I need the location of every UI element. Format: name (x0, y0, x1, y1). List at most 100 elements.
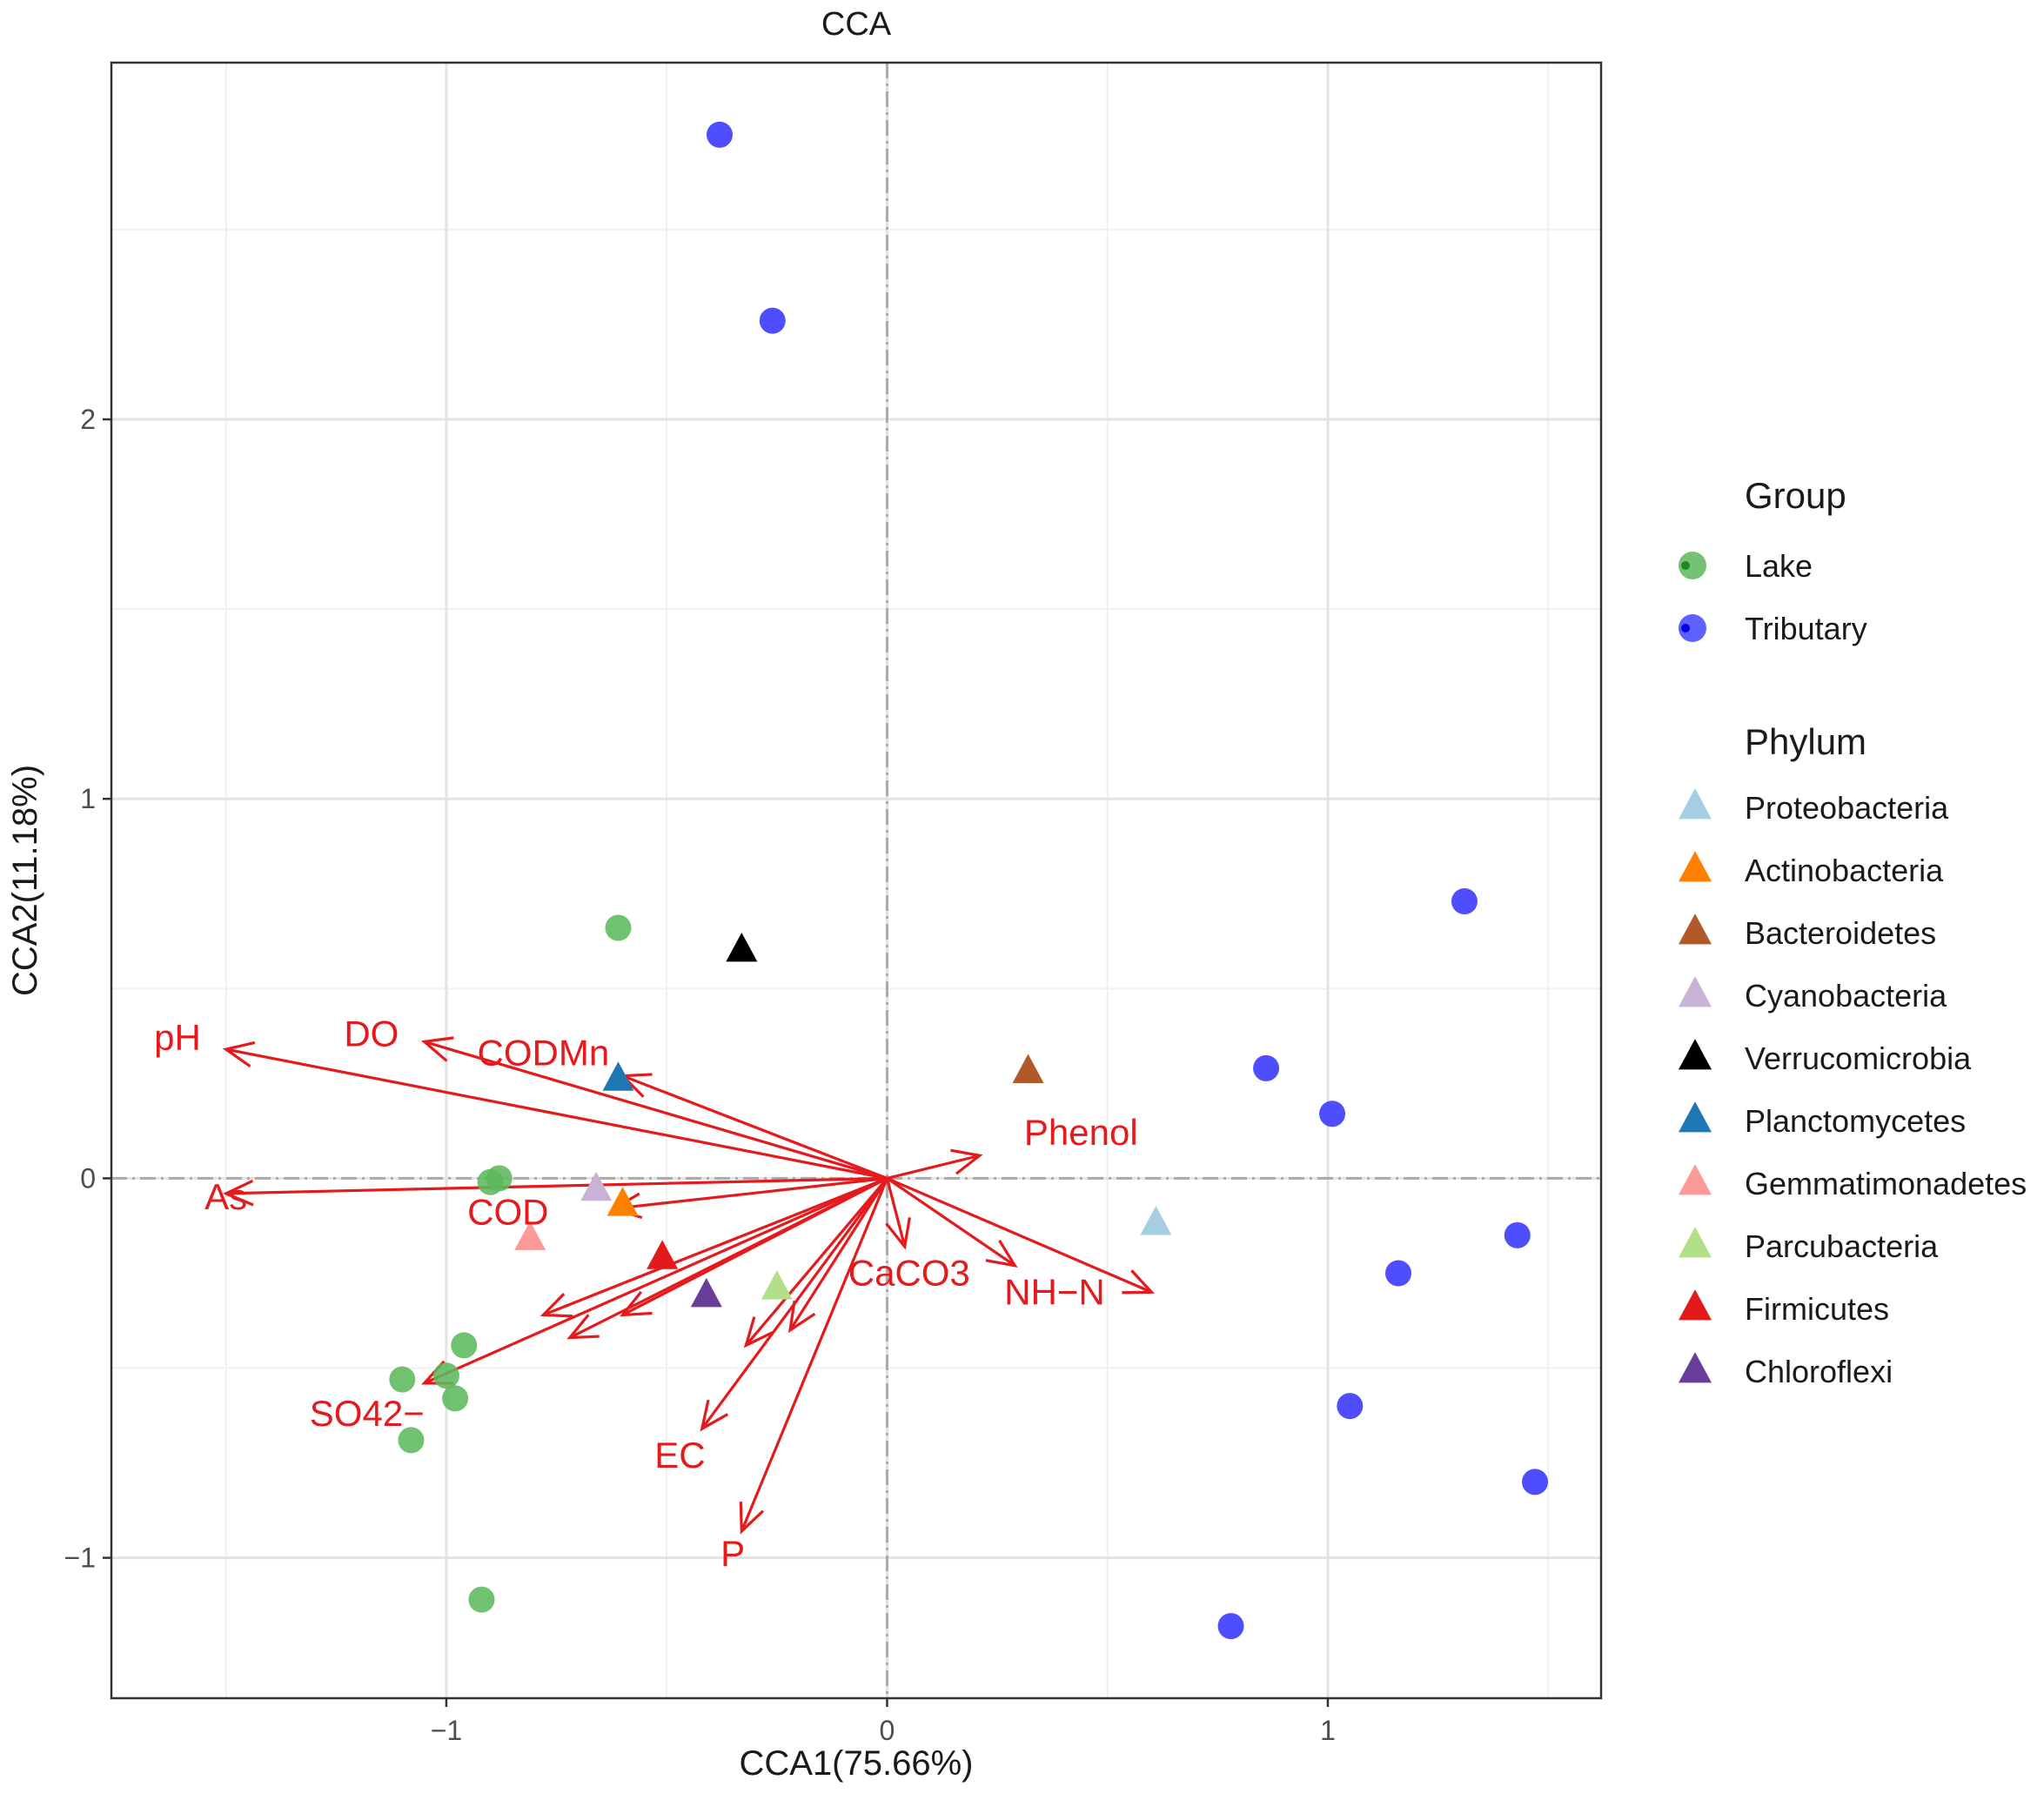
env-label-cod: COD (467, 1192, 548, 1233)
env-arrow-phenol (887, 1154, 981, 1180)
legend-key-dot-lake (1681, 561, 1690, 570)
site-point-tributary (1522, 1469, 1549, 1496)
site-points (389, 121, 1549, 1640)
site-point-lake (605, 914, 632, 941)
site-point-tributary (1504, 1221, 1531, 1248)
env-arrowhead-unlabeled (566, 1314, 600, 1340)
legend-label-proteobacteria: Proteobacteria (1745, 790, 1949, 826)
x-tick-label: −1 (431, 1715, 462, 1746)
x-tick-label: 0 (880, 1715, 895, 1746)
site-point-lake (468, 1586, 495, 1613)
env-arrow-as (225, 1176, 888, 1195)
env-arrowhead-caco3 (885, 1217, 911, 1250)
group-legend-entries: Lake Tributary (1679, 548, 1867, 646)
environment-arrows (222, 1036, 1155, 1535)
species-point-actinobacteria (606, 1187, 639, 1216)
zero-lines (111, 63, 1601, 1698)
env-arrowhead-p (739, 1502, 765, 1535)
species-point-firmicutes (647, 1240, 679, 1269)
species-point-gemmatimonadetes (514, 1221, 546, 1250)
env-arrow-nh-n (886, 1177, 1016, 1268)
legend-label-parcubacteria: Parcubacteria (1745, 1228, 1939, 1264)
legend-key-verrucomicrobia (1679, 1039, 1712, 1070)
x-axis-label: CCA1(75.66%) (739, 1744, 973, 1783)
site-point-lake (486, 1165, 513, 1192)
env-arrowhead-unlabeled (620, 1290, 653, 1317)
y-tick-label: 1 (80, 783, 96, 814)
legend-key-proteobacteria (1679, 788, 1712, 820)
y-tick-label: −1 (64, 1542, 96, 1574)
env-arrowhead-nh-n (985, 1239, 1018, 1268)
site-point-tributary (759, 307, 786, 334)
legend: Group Phylum Lake Tributary Proteobacteri… (1679, 475, 2027, 1389)
env-label-so42: SO42− (310, 1393, 425, 1434)
legend-label-chloroflexi: Chloroflexi (1745, 1354, 1893, 1389)
env-arrow-unlabeled (542, 1176, 888, 1316)
env-arrowhead-unlabeled (787, 1301, 816, 1334)
env-label-p: P (720, 1533, 745, 1574)
env-arrow-p (740, 1177, 888, 1532)
site-point-lake (389, 1366, 416, 1393)
env-label-as: As (204, 1176, 247, 1217)
legend-label-firmicutes: Firmicutes (1745, 1291, 1889, 1327)
y-axis-label: CCA2(11.18%) (6, 765, 44, 996)
x-tick-label: 1 (1320, 1715, 1336, 1746)
species-point-verrucomicrobia (726, 932, 758, 962)
legend-label-gemmatimonadetes: Gemmatimonadetes (1745, 1166, 2027, 1201)
site-point-lake (432, 1362, 459, 1389)
plot-border (110, 61, 1603, 1700)
species-point-parcubacteria (761, 1270, 793, 1300)
env-arrowhead-ph (222, 1041, 256, 1067)
chart-title: CCA (821, 6, 892, 43)
legend-key-firmicutes (1679, 1289, 1712, 1321)
legend-label-planctomycetes: Planctomycetes (1745, 1103, 1966, 1139)
x-axis-ticks: −1 0 1 (431, 1698, 1336, 1746)
phylum-legend-entries: Proteobacteria Actinobacteria Bacteroidete… (1679, 788, 2027, 1389)
legend-key-dot-tributary (1681, 624, 1690, 632)
legend-label-bacteroidetes: Bacteroidetes (1745, 915, 1936, 951)
env-label-do: DO (344, 1014, 399, 1054)
site-point-tributary (1385, 1260, 1412, 1287)
legend-label-tributary: Tributary (1745, 611, 1867, 646)
y-axis-ticks: −1 0 1 2 (64, 404, 111, 1574)
env-arrowhead-nh-n (1122, 1269, 1155, 1295)
legend-key-actinobacteria (1679, 851, 1712, 882)
env-label-ec: EC (654, 1435, 705, 1475)
env-label-ph: pH (154, 1017, 201, 1058)
legend-key-planctomycetes (1679, 1101, 1712, 1133)
legend-key-cyanobacteria (1679, 976, 1712, 1007)
env-arrowhead-unlabeled (539, 1292, 573, 1318)
legend-key-parcubacteria (1679, 1227, 1712, 1258)
legend-key-gemmatimonadetes (1679, 1164, 1712, 1195)
env-arrow-ph (225, 1047, 888, 1180)
env-label-nh-n: NH−N (1004, 1271, 1105, 1312)
env-arrow-do (424, 1040, 888, 1180)
site-point-tributary (1451, 887, 1478, 914)
env-arrow-so42 (423, 1176, 888, 1385)
legend-label-verrucomicrobia: Verrucomicrobia (1745, 1041, 1972, 1076)
legend-key-lake (1679, 552, 1706, 579)
species-point-proteobacteria (1140, 1205, 1172, 1235)
phylum-legend-title: Phylum (1745, 721, 1866, 762)
legend-label-actinobacteria: Actinobacteria (1745, 853, 1944, 888)
env-arrowhead-do (420, 1036, 454, 1062)
site-point-lake (442, 1385, 469, 1412)
site-point-tributary (1319, 1101, 1346, 1128)
legend-label-cyanobacteria: Cyanobacteria (1745, 978, 1947, 1014)
species-point-chloroflexi (690, 1277, 722, 1308)
site-point-tributary (1217, 1613, 1244, 1640)
y-tick-label: 0 (80, 1162, 96, 1194)
site-point-tributary (1253, 1054, 1280, 1081)
plot-background (111, 63, 1601, 1698)
legend-key-tributary (1679, 614, 1706, 642)
legend-label-lake: Lake (1745, 548, 1813, 584)
env-arrow-caco3 (885, 1178, 907, 1248)
env-arrowhead-phenol (950, 1148, 983, 1175)
env-arrow-nh-n (886, 1176, 1152, 1294)
group-legend-title: Group (1745, 475, 1846, 516)
env-arrow-unlabeled (745, 1177, 888, 1347)
env-arrow-ec (700, 1177, 888, 1430)
y-tick-label: 2 (80, 404, 96, 435)
site-point-tributary (706, 121, 733, 148)
